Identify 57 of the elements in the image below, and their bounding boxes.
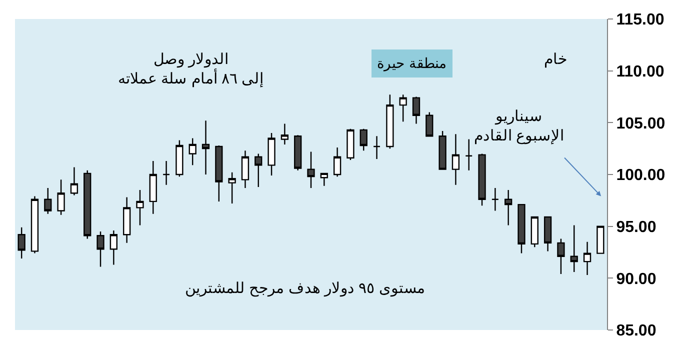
candlestick <box>544 216 552 252</box>
candlestick <box>307 151 315 189</box>
candlestick <box>583 241 592 276</box>
annotation: الدولار وصل إلى ٨٦ أمام سلة عملاته <box>118 51 264 88</box>
band-label: منطقة حيرة <box>377 55 447 72</box>
candlestick <box>333 146 342 178</box>
candlestick <box>268 132 276 176</box>
candlestick <box>149 160 157 214</box>
candlestick <box>30 196 39 254</box>
candlestick <box>70 166 78 196</box>
annotation: سيناريو الإسبوع القادم <box>474 108 564 144</box>
candlestick <box>228 172 236 204</box>
candlestick <box>202 120 210 176</box>
candlestick <box>504 189 512 226</box>
y-tick-label: 105.00 <box>616 115 666 132</box>
candlestick <box>412 96 420 124</box>
candlestick <box>162 160 170 186</box>
annotation: مستوى ٩٥ دولار هدف مرجح للمشترين <box>185 280 425 297</box>
candlestick <box>188 138 196 166</box>
candlestick <box>84 170 92 240</box>
candlestick <box>452 133 460 186</box>
y-tick-label: 100.00 <box>616 167 666 184</box>
candlestick <box>596 226 604 254</box>
candlestick <box>96 230 104 268</box>
candlestick <box>346 128 354 161</box>
y-tick-label: 115.00 <box>616 12 664 29</box>
candlestick <box>478 153 486 206</box>
candlestick <box>530 216 538 248</box>
y-tick-label: 110.00 <box>616 63 664 80</box>
candlestick <box>136 189 144 226</box>
candlestick <box>215 144 223 202</box>
candlestick <box>491 187 499 212</box>
candlestick <box>570 224 578 273</box>
candlestick <box>241 150 250 189</box>
y-tick-label: 85.00 <box>616 322 656 340</box>
candlestick <box>557 238 565 275</box>
candlestick <box>254 153 262 188</box>
y-tick-label: 90.00 <box>616 270 656 288</box>
candlestick <box>280 123 289 146</box>
y-tick-label: 95.00 <box>616 218 656 236</box>
candlestick <box>518 204 526 254</box>
candlestick <box>18 226 26 260</box>
candlestick <box>360 128 368 152</box>
candlestick <box>386 94 394 150</box>
candlestick <box>176 140 184 178</box>
candlestick <box>426 112 434 137</box>
annotation: خام <box>544 51 567 68</box>
candlestick <box>44 187 52 214</box>
candlestick <box>372 136 381 160</box>
candlestick <box>438 130 446 170</box>
candlestick <box>320 172 328 186</box>
candlestick <box>399 94 407 122</box>
candlestick <box>123 196 131 244</box>
candlestick <box>294 134 302 171</box>
candlestick <box>57 179 65 216</box>
candlestick <box>465 138 473 171</box>
candlestick <box>110 230 118 266</box>
